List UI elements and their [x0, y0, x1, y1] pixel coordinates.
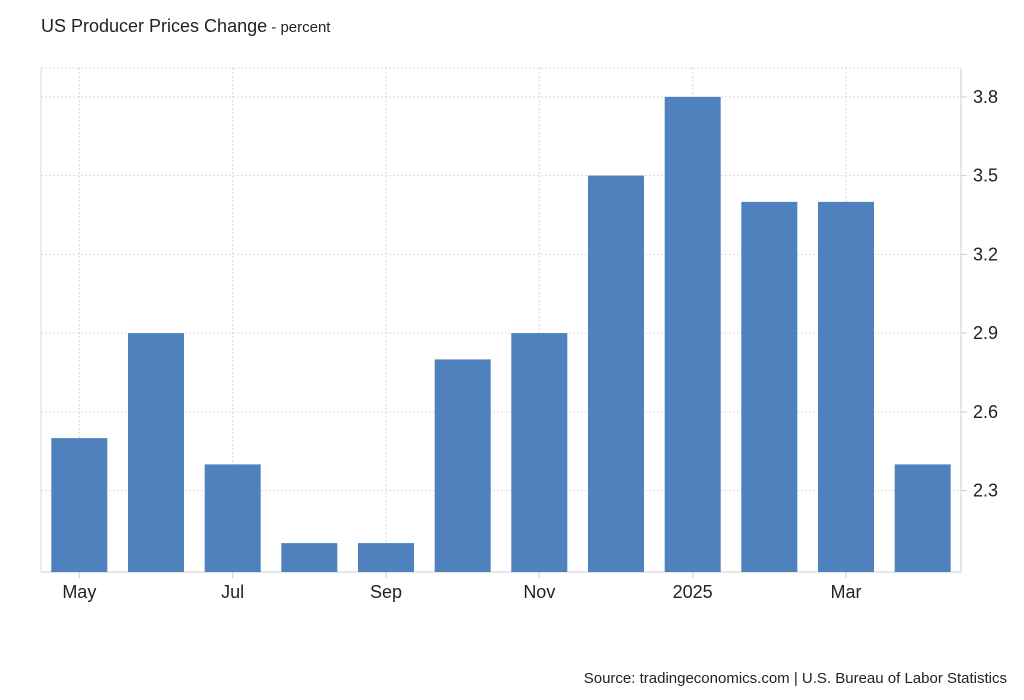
chart-unit-text: - percent — [267, 19, 331, 36]
bar-dec — [588, 175, 644, 572]
bar-mar — [818, 201, 874, 572]
y-tick-label: 2.9 — [973, 323, 998, 343]
chart-title: US Producer Prices Change - percent — [41, 16, 330, 37]
source-attribution: Source: tradingeconomics.com | U.S. Bure… — [583, 670, 1007, 687]
y-tick-label: 3.5 — [973, 166, 998, 186]
x-tick-label: Mar — [831, 582, 862, 602]
y-tick-label: 2.3 — [973, 481, 998, 501]
bar-sep — [358, 543, 414, 572]
chart-title-text: US Producer Prices Change — [41, 16, 268, 36]
bar-may — [51, 438, 108, 572]
bar-2025 — [664, 96, 721, 573]
x-tick-label: Sep — [370, 582, 402, 602]
y-tick-label: 3.2 — [973, 244, 998, 264]
y-tick-label: 3.8 — [973, 87, 998, 107]
bar-feb — [741, 201, 798, 572]
bar-jun — [128, 333, 184, 572]
x-tick-label: 2025 — [673, 582, 713, 602]
bar-oct — [434, 359, 491, 572]
x-tick-label: Jul — [221, 582, 244, 602]
x-tick-label: May — [62, 582, 96, 602]
y-tick-label: 2.6 — [973, 402, 998, 422]
bar-apr — [894, 464, 951, 572]
x-tick-label: Nov — [523, 582, 555, 602]
bar-aug — [281, 543, 338, 572]
bar-jul — [204, 464, 261, 572]
bar-nov — [511, 333, 568, 572]
